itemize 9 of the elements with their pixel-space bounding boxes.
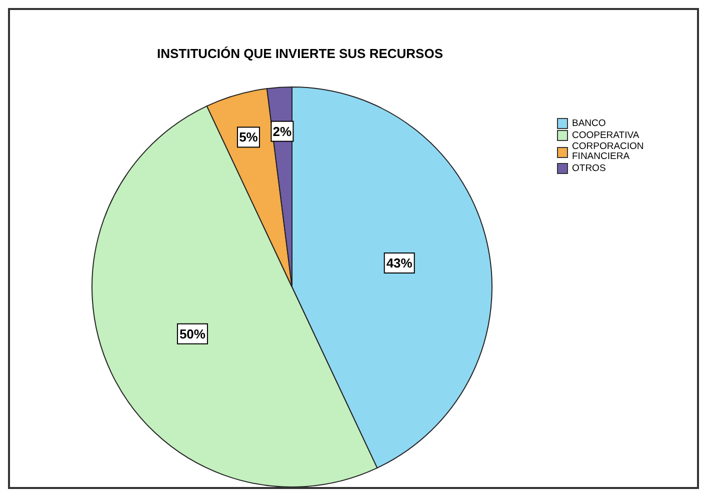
legend-label: COOPERATIVA xyxy=(572,130,640,140)
data-label: 50% xyxy=(179,326,206,342)
legend-label: CORPORACION FINANCIERA xyxy=(572,141,645,162)
legend-label: OTROS xyxy=(572,162,606,174)
data-label: 2% xyxy=(272,124,292,139)
legend-label: BANCO xyxy=(572,118,606,128)
data-label: 43% xyxy=(386,256,413,271)
chart-title: INSTITUCIÓN QUE INVIERTE SUS RECURSOS xyxy=(156,46,444,61)
data-label: 5% xyxy=(239,130,258,145)
